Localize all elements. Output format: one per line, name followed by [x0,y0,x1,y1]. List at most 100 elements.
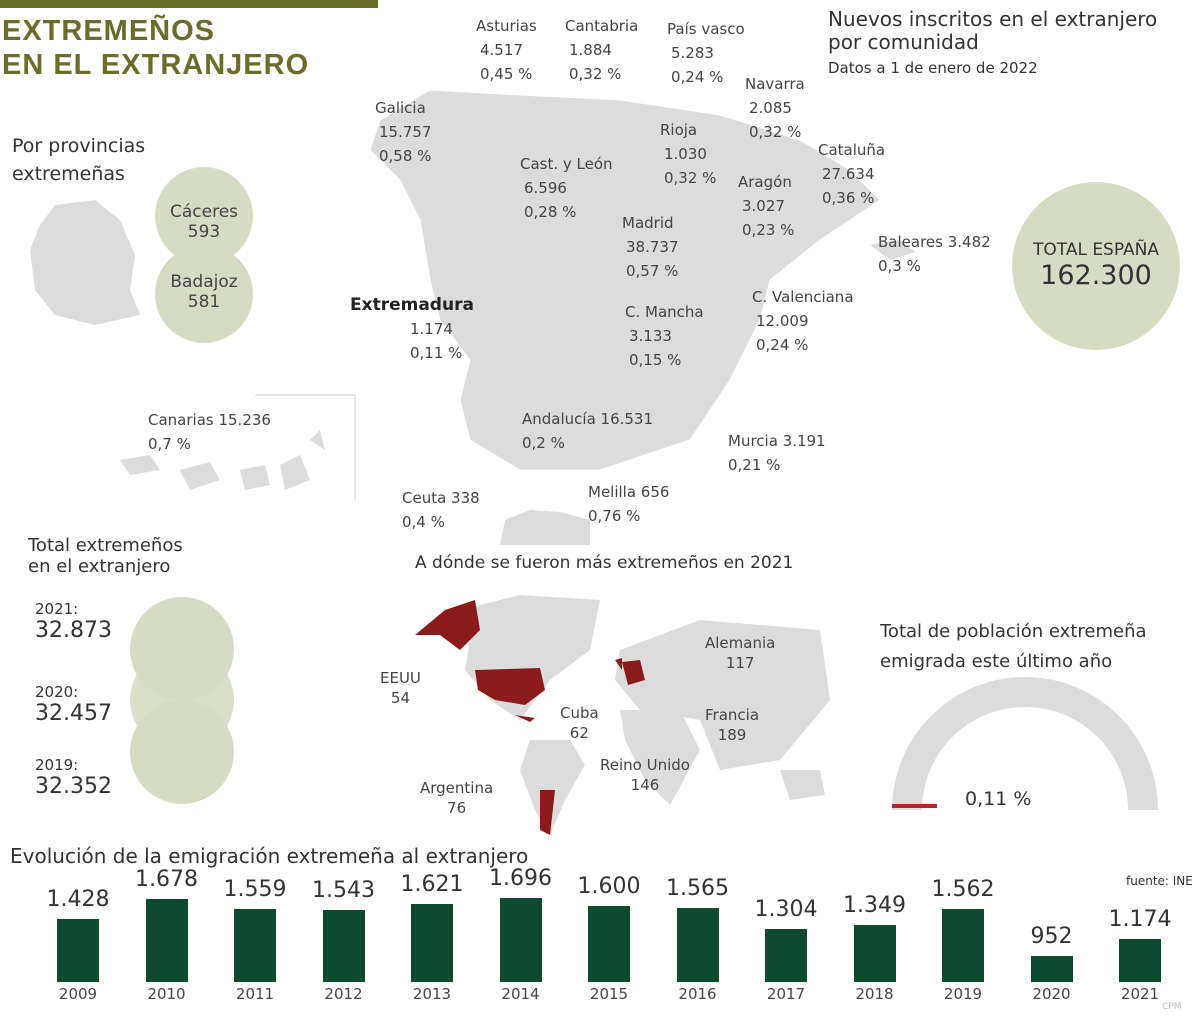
title-line: EN EL EXTRANJERO [2,49,310,81]
bar-value-label: 1.562 [931,876,995,902]
bar-2020 [1030,956,1073,982]
bar-year-label: 2014 [501,985,540,1003]
bar-value-label: 1.304 [754,896,818,922]
region-label: Navarra 2.085 0,32 % [745,72,805,144]
destination-label: Reino Unido 146 [600,755,690,795]
bar-value-label: 1.696 [489,866,552,892]
gauge-track [892,677,1158,810]
region-name: Rioja [660,121,698,139]
year: 2020: [35,683,79,701]
title-line: EXTREMEÑOS [2,15,216,47]
bar-value-label: 1.543 [312,878,375,903]
region-label: Baleares 3.482 0,3 % [878,230,991,278]
region-name: Ceuta 338 [402,489,480,507]
total-2019: 2019: 32.352 [35,756,112,799]
bar-value-label: 1.428 [46,886,110,912]
subtitle: Datos a 1 de enero de 2022 [828,59,1038,77]
destination-label: EEUU 54 [380,668,421,708]
region-label: Cantabria 1.884 0,32 % [565,14,638,86]
region-label: C. Valenciana 12.009 0,24 % [752,285,854,357]
argentina-highlight [540,790,555,835]
bar-year-label: 2017 [766,985,806,1003]
title: Nuevos inscritos en el extranjero [828,7,1158,31]
extremadura-map [30,200,140,325]
region-value: 4.517 [480,41,523,59]
gauge-label: Total de población extremeña emigrada est… [880,617,1147,677]
region-label: Cataluña 27.634 0,36 % [818,138,885,210]
gauge-value: 0,11 % [965,788,1032,810]
bar-2012 [322,910,365,982]
bar-2014 [499,898,542,982]
region-name: Madrid [622,214,674,232]
region-value: 12.009 [756,312,809,330]
region-pct: 0,23 % [742,221,795,239]
bar-value-label: 1.621 [400,871,464,897]
region-label: Melilla 656 0,76 % [588,480,669,528]
world-title: A dónde se fueron más extremeños en 2021 [415,553,794,573]
region-name: Cataluña [818,141,886,159]
source: fuente: INE [1126,874,1193,888]
europe-highlight [615,658,645,685]
region-pct: 0,28 % [524,203,577,221]
region-name: Andalucía 16.531 [522,410,654,428]
destination-value: 189 [717,726,747,744]
bar-2019 [942,908,984,982]
region-pct: 0,58 % [379,147,432,165]
region-pct: 0,36 % [822,189,875,207]
destination-name: Cuba [560,704,599,722]
region-value: 1.030 [664,145,707,163]
label: TOTAL ESPAÑA [1032,240,1159,260]
destination-name: Alemania [705,634,776,652]
region-name: Canarias 15.236 [148,411,271,429]
bar-year-label: 2020 [1032,985,1071,1003]
bar-year-label: 2016 [678,985,717,1003]
bar-2017 [765,928,807,982]
bar-year-label: 2019 [943,985,983,1003]
region-value: 27.634 [822,165,875,183]
region-name: Cast. y León [520,155,613,173]
region-label: C. Mancha 3.133 0,15 % [625,300,704,372]
bar-value-label: 1.559 [223,876,287,902]
region-label: Rioja 1.030 0,32 % [660,118,716,190]
region-value: 6.596 [524,179,567,197]
region-pct: 0,7 % [148,435,191,453]
region-pct: 0,45 % [480,65,533,83]
region-value: 2.085 [749,99,792,117]
bar-2010 [145,899,188,982]
region-value: 38.737 [626,238,679,256]
region-label: Ceuta 338 0,4 % [402,486,480,534]
region-label: Canarias 15.236 0,7 % [148,408,271,456]
value: 32.873 [35,618,112,643]
province-badajoz: Badajoz 581 [155,272,253,312]
region-label: Aragón 3.027 0,23 % [738,170,794,242]
region-pct: 0,32 % [569,65,622,83]
value: 593 [187,222,221,242]
label: en el extranjero [28,556,171,577]
region-pct: 0,57 % [626,262,679,280]
cuba-highlight [515,715,535,722]
world-map [415,595,830,835]
region-name: País vasco [667,20,745,38]
label: Por provincias [12,135,146,157]
label: extremeñas [12,163,125,185]
bar-value-label: 952 [1030,924,1073,950]
total-bubble [130,700,234,804]
region-name: Galicia [375,99,426,117]
label: Total de población extremeña [880,621,1147,642]
value: 32.457 [35,701,112,726]
gauge-fill [892,804,937,808]
total-2020: 2020: 32.457 [35,683,112,726]
total-spain-bubble [1012,182,1180,350]
bar-year-label: 2013 [412,985,452,1003]
region-value: 15.757 [379,123,432,141]
total-2021: 2021: 32.873 [35,600,112,643]
bar-2018 [853,925,896,982]
destination-value: 76 [447,799,467,817]
region-pct: 0,2 % [522,434,565,452]
region-name: Melilla 656 [588,483,670,501]
bar-2015 [588,905,630,982]
destination-value: 54 [390,689,410,707]
value: 581 [187,292,221,312]
